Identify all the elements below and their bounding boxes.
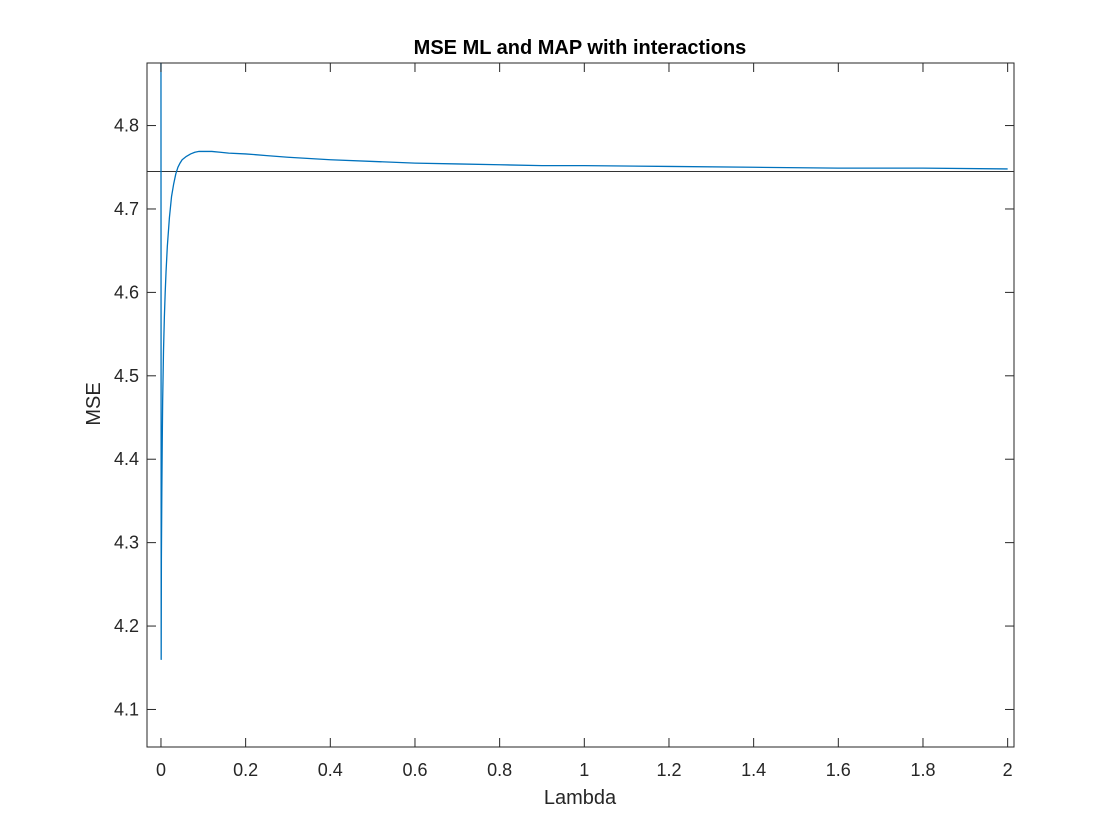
x-tick-label: 1 <box>579 760 589 780</box>
plot-area: 0 0.2 0.4 0.6 0.8 1 1.2 1.4 1.6 1.8 2 4.1 4.2 4.3 4.4… <box>114 62 1015 780</box>
x-tick-label: 0.4 <box>318 760 343 780</box>
x-tick-label: 2 <box>1003 760 1013 780</box>
x-axis-title: Lambda <box>544 787 617 809</box>
x-tick-label: 1.8 <box>910 760 935 780</box>
chart-title: MSE ML and MAP with interactions <box>414 37 747 59</box>
series-line-0 <box>160 62 1008 661</box>
x-tick-label: 1.4 <box>741 760 766 780</box>
axes-box <box>146 62 1015 748</box>
x-tick-label: 1.2 <box>656 760 681 780</box>
x-tick-label: 0.6 <box>402 760 427 780</box>
series-layer <box>160 62 1008 661</box>
x-axis-ticks: 0 0.2 0.4 0.6 0.8 1 1.2 1.4 1.6 1.8 2 <box>156 63 1013 780</box>
y-tick-label: 4.2 <box>114 616 139 636</box>
y-tick-label: 4.4 <box>114 449 139 469</box>
y-tick-label: 4.5 <box>114 366 139 386</box>
x-tick-label: 0.8 <box>487 760 512 780</box>
x-tick-label: 0 <box>156 760 166 780</box>
y-tick-label: 4.7 <box>114 199 139 219</box>
y-tick-label: 4.8 <box>114 116 139 136</box>
x-tick-label: 0.2 <box>233 760 258 780</box>
y-tick-label: 4.1 <box>114 699 139 719</box>
y-tick-label: 4.6 <box>114 282 139 302</box>
y-tick-label: 4.3 <box>114 533 139 553</box>
y-axis-title: MSE <box>83 382 105 425</box>
x-tick-label: 1.6 <box>826 760 851 780</box>
y-axis-ticks: 4.1 4.2 4.3 4.4 4.5 4.6 4.7 4.8 <box>114 116 1014 719</box>
